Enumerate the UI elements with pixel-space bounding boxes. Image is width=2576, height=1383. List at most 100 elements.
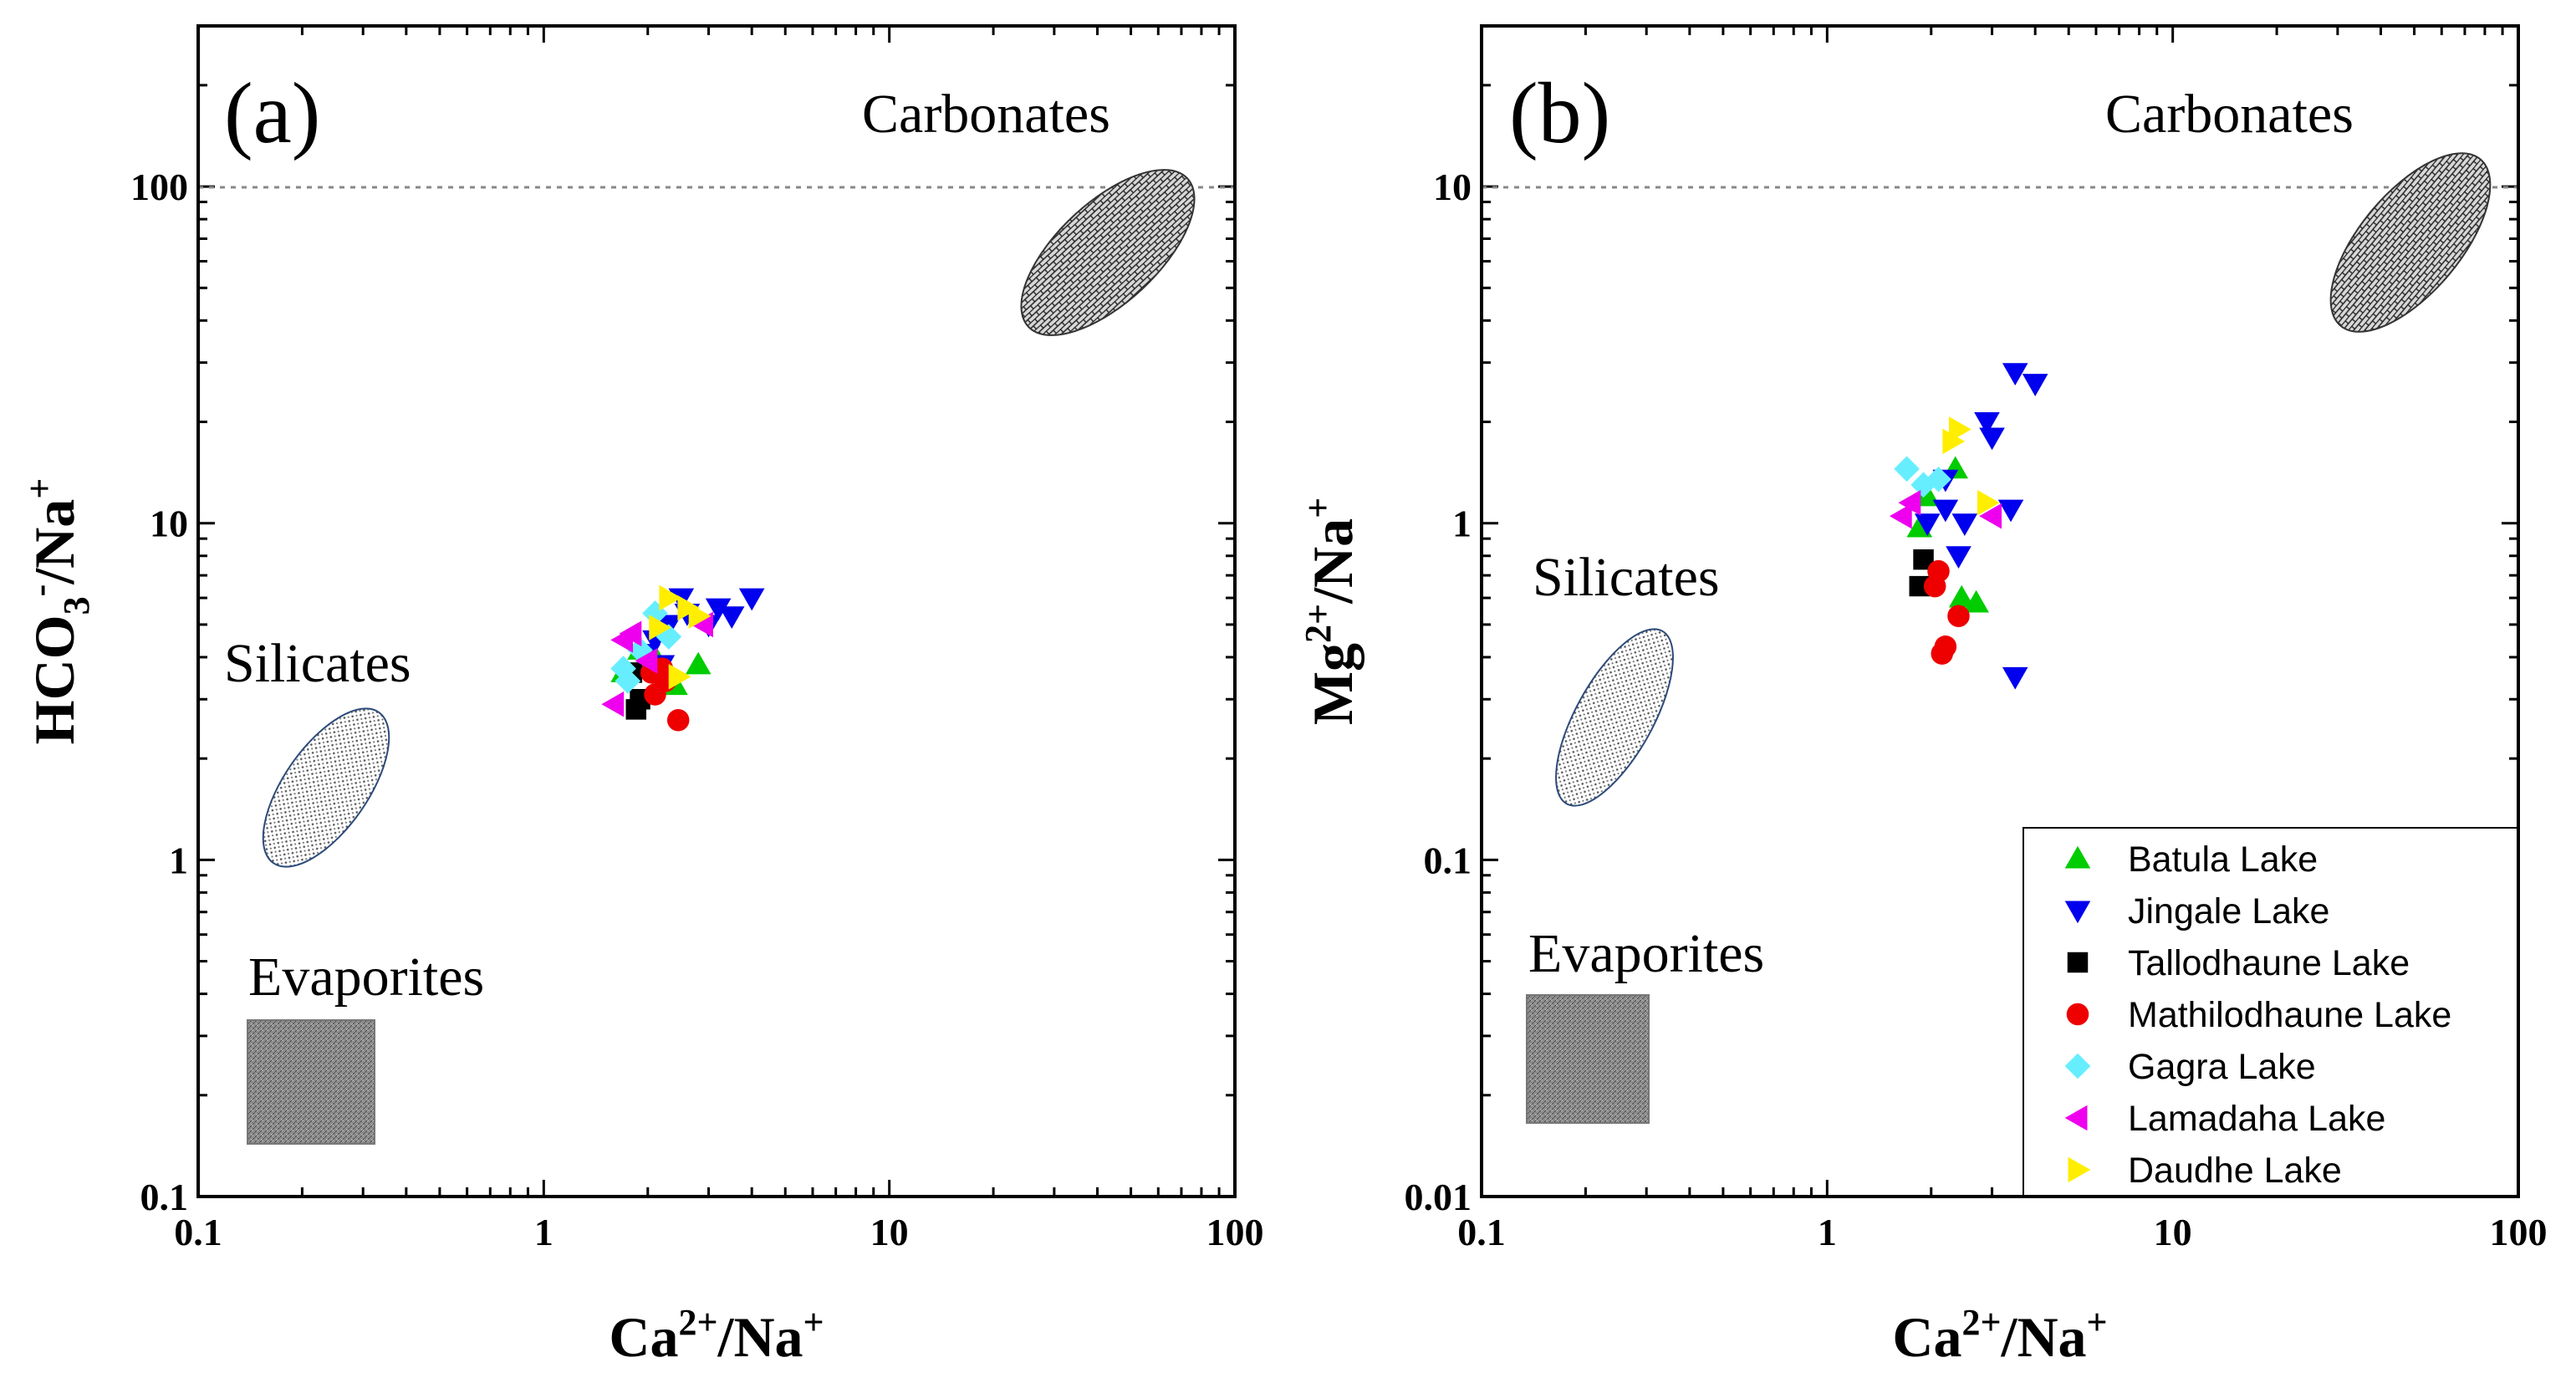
y-label-sub: 3 [56,596,97,615]
panel-a-point-gagra-lake [615,668,641,694]
x-label-sup2: + [803,1302,824,1343]
panel-b-point-batula-lake [1948,584,1975,608]
legend: Batula Lake Jingale Lake Tallodhaune Lake M… [2023,827,2519,1197]
panel-b-point-jingale-lake [2002,363,2028,385]
panel-b-carbonates-region [2329,152,2492,333]
panel-b-point-gagra-lake [1894,456,1920,482]
panel-b-point-gagra-lake [1926,466,1951,492]
y-label-sup2: + [19,478,60,499]
panel-b-y-tick-label: 1 [1452,503,1472,545]
panel-a-x-tick-label: 100 [1206,1211,1264,1253]
panel-a-point-jingale-lake [718,606,745,630]
panel-b-point-jingale-lake [1979,427,2005,451]
panel-b-point-tallodhaune-lake [1909,575,1931,597]
x-label-base: Ca [1892,1305,1961,1369]
panel-b-point-mathilodhaune-lake [1934,635,1957,658]
legend-marker-mathilodhaune-lake [2066,1003,2089,1026]
legend-label-lamadaha-lake: Lamadaha Lake [2128,1099,2385,1139]
panel-a-y-tick-label: 100 [130,166,188,208]
legend-marker-batula-lake [2064,845,2091,869]
panel-b-x-axis-label: Ca2+/Na+ [1892,1302,2107,1369]
x-label-sup1: 2+ [678,1302,717,1343]
y-label-sup1: 2+ [1298,604,1339,643]
panel-b-point-lamadaha-lake [1979,503,2002,529]
panel-a-point-daudhe-lake [659,584,682,611]
panel-a-point-gagra-lake [655,624,682,650]
legend-label-daudhe-lake: Daudhe Lake [2128,1151,2342,1191]
y-label-base: Mg [1301,643,1365,725]
panel-a-y-tick-label: 0.1 [140,1176,189,1218]
panel-a-silicates-region [262,707,390,868]
panel-a-point-jingale-lake [738,588,765,611]
panel-a-point-daudhe-lake [649,615,672,640]
panel-b-carbonates-label: Carbonates [2105,84,2354,145]
y-label-mid: /Na [1301,518,1365,605]
panel-a-point-daudhe-lake [668,664,691,690]
panel-b-point-jingale-lake [1974,412,2000,435]
legend-label-tallodhaune-lake: Tallodhaune Lake [2128,943,2410,983]
panel-b-point-gagra-lake [1910,472,1936,498]
panel-b-x-tick-label: 1 [1818,1211,1837,1253]
panel-a-point-lamadaha-lake [635,648,658,674]
legend-label-mathilodhaune-lake: Mathilodhaune Lake [2128,995,2451,1035]
legend-marker-lamadaha-lake [2064,1105,2088,1131]
panel-a-y-axis-label: HCO3-/Na+ [19,478,97,745]
x-label-mid: /Na [717,1305,803,1369]
panel-b-point-mathilodhaune-lake [1947,605,1970,628]
panel-a-silicates-label: Silicates [224,633,411,694]
legend-label-gagra-lake: Gagra Lake [2128,1047,2316,1087]
panel-b-frame [1480,24,2520,1198]
x-label-sup1: 2+ [1961,1302,2001,1343]
panel-b-y-tick-label: 0.1 [1424,839,1472,881]
panel-a-carbonates-label: Carbonates [862,84,1110,145]
panel-b-silicates-region [1555,628,1674,807]
legend-box [2023,827,2519,1197]
panel-b-point-batula-lake [1963,589,1989,613]
panel-a-x-tick-label: 10 [870,1211,909,1253]
panel-a-x-tick-label: 0.1 [174,1211,222,1253]
panel-b-y-tick-label: 10 [1433,166,1472,208]
panel-b-point-jingale-lake [2022,374,2048,396]
panel-b-x-tick-label: 100 [2490,1211,2548,1253]
x-label-sup2: + [2087,1302,2108,1343]
panel-b-point-jingale-lake [1951,513,1978,537]
panel-b-points [1889,363,2048,690]
panel-b-evaporites-region [1526,994,1650,1124]
legend-marker-daudhe-lake [2068,1156,2091,1183]
legend-marker-jingale-lake [2064,901,2091,924]
panel-b-point-mathilodhaune-lake [1927,559,1950,583]
panel-a-point-lamadaha-lake [601,691,625,717]
panel-a-carbonates-region [1020,169,1196,336]
panel-a-point-jingale-lake [705,598,732,621]
panel-b-x-tick-label: 10 [2154,1211,2192,1253]
panel-b-point-tallodhaune-lake [1913,549,1934,570]
legend-label-jingale-lake: Jingale Lake [2128,891,2329,931]
panel-b-evaporites-label: Evaporites [1528,923,1764,984]
panel-a-label: (a) [224,65,320,161]
panel-b-point-lamadaha-lake [1889,503,1912,529]
panel-b-y-tick-label: 0.01 [1405,1176,1472,1218]
panel-b-label: (b) [1509,65,1610,161]
panel-b-point-daudhe-lake [1977,489,2000,516]
panel-a-x-tick-label: 1 [534,1211,553,1253]
legend-label-batula-lake: Batula Lake [2128,839,2318,880]
panel-a-point-lamadaha-lake [691,611,713,638]
panel-a-point-daudhe-lake [688,603,712,630]
panel-b-point-jingale-lake [1946,546,1972,569]
panel-a: 0.1 1 10 100 0.1 1 10 100 (a) Carbonates Silica… [19,24,1264,1369]
panel-a-x-axis-label: Ca2+/Na+ [609,1302,824,1369]
panel-a-point-mathilodhaune-lake [666,709,690,732]
legend-marker-gagra-lake [2064,1053,2091,1079]
panel-b-y-axis-label: Mg2+/Na+ [1298,498,1365,725]
panel-a-point-lamadaha-lake [619,620,642,647]
x-label-base: Ca [609,1305,678,1369]
panel-a-point-gagra-lake [610,656,636,681]
panel-b-point-jingale-lake [1997,499,2024,523]
panel-a-evaporites-region [247,1019,375,1145]
panel-a-evaporites-label: Evaporites [248,947,484,1008]
panel-b-point-jingale-lake [1932,499,1959,523]
panel-a-point-batula-lake [685,651,712,675]
panel-b-point-jingale-lake [2002,666,2028,690]
